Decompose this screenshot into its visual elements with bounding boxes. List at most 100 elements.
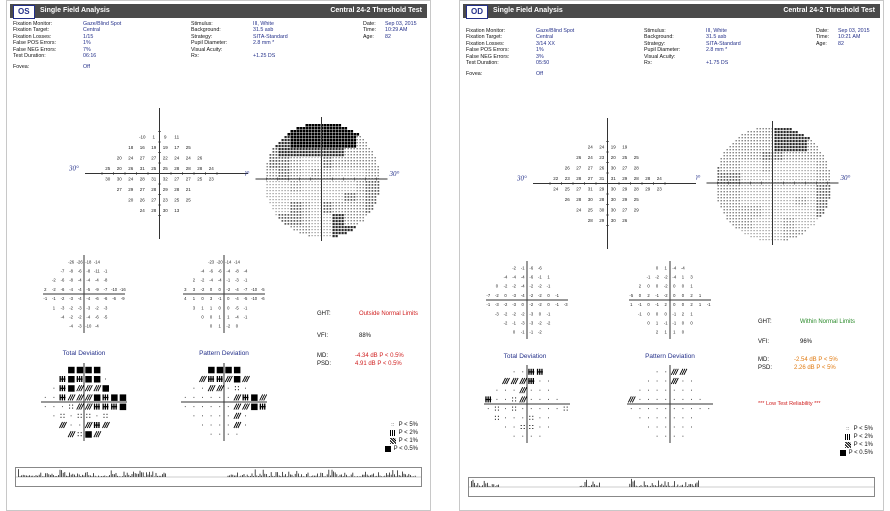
prob-symbol-normal — [193, 406, 195, 408]
gaze-bar — [477, 483, 479, 487]
gaze-bar — [317, 473, 318, 477]
grid-value: 0 — [547, 302, 550, 307]
total-deviation-probability — [41, 363, 127, 441]
legend-label: P < 0.5% — [848, 450, 873, 456]
grid-value: 30 — [611, 207, 617, 212]
grid-value: 30 — [611, 218, 617, 223]
prob-symbol-normal — [505, 426, 506, 428]
histogram-strip — [15, 467, 422, 487]
grid-value: 28 — [588, 218, 594, 223]
gaze-bar — [230, 474, 232, 477]
gaze-bar — [18, 469, 19, 477]
prob-symbol-normal — [639, 417, 641, 419]
prob-symbol-normal — [219, 406, 221, 408]
prob-symbol-normal — [648, 426, 649, 428]
grid-value: -6 — [538, 265, 542, 270]
info-value: 06:16 — [83, 53, 97, 59]
gaze-bar — [666, 485, 667, 487]
grid-value: -2 — [512, 311, 516, 316]
legend-row: :: P < 5% — [385, 421, 418, 429]
prob-symbol-normal — [539, 398, 541, 400]
prob-symbol-normal — [193, 396, 195, 398]
grid-value: -4 — [78, 296, 82, 301]
grid-value: 0 — [656, 284, 659, 289]
prob-symbol-normal — [648, 389, 649, 391]
gaze-bar — [283, 475, 285, 477]
pattern-deviation-probability — [627, 365, 713, 443]
gaze-bar — [163, 472, 165, 477]
prob-symbol-p5 — [520, 425, 525, 429]
legend-row: P < 0.5% — [839, 449, 873, 457]
grid-value: -2 — [52, 287, 56, 292]
info-label: Time: — [363, 27, 377, 34]
gaze-bar — [659, 485, 661, 487]
grid-value: -2 — [495, 293, 499, 298]
gaze-bar — [138, 473, 139, 477]
gaze-bar — [387, 474, 389, 477]
gaze-bar — [72, 473, 74, 477]
gaze-bar — [110, 470, 112, 477]
grid-value: -2 — [655, 274, 659, 279]
grid-value: 23 — [565, 176, 571, 181]
grid-value: -7 — [244, 287, 248, 292]
grid-value: -6 — [529, 265, 533, 270]
gaze-bar — [674, 481, 675, 487]
grid-value: -2 — [69, 305, 73, 310]
prob-symbol-normal — [210, 424, 212, 426]
gaze-bar — [66, 475, 67, 477]
legend-symbol-icon — [839, 450, 846, 456]
grid-value: -4 — [226, 268, 230, 273]
gaze-bar — [322, 472, 323, 477]
prob-symbol-normal — [630, 408, 632, 410]
prob-symbol-normal — [210, 415, 212, 417]
grid-value: 3 — [690, 274, 693, 279]
info-label: Fixation Losses: — [13, 33, 52, 40]
grid-value: -1 — [218, 296, 222, 301]
prob-symbol-normal — [539, 408, 541, 410]
gaze-bar — [677, 484, 679, 487]
grid-value: 27 — [140, 187, 146, 192]
prob-symbol-normal — [656, 417, 658, 419]
prob-symbol-p1 — [208, 376, 215, 382]
grid-value: -9 — [121, 296, 125, 301]
grid-value: -5 — [86, 287, 90, 292]
gaze-bar — [651, 483, 653, 487]
gaze-bar — [22, 474, 24, 477]
prob-symbol-normal — [699, 398, 701, 400]
grid-value: 30 — [588, 197, 594, 202]
prob-symbol-normal — [96, 415, 98, 417]
gaze-bar — [115, 472, 117, 477]
prob-symbol-normal — [522, 435, 524, 437]
gaze-bar — [682, 484, 683, 487]
grid-value: -2 — [504, 284, 508, 289]
grid-value: -1 — [244, 314, 248, 319]
grid-value: 29 — [599, 218, 605, 223]
prob-symbol-p2 — [259, 394, 268, 401]
grid-value: -1 — [655, 293, 659, 298]
gaze-bar — [483, 480, 485, 487]
gaze-bar — [331, 469, 333, 477]
grid-value: 26 — [565, 165, 571, 170]
gaze-bar — [685, 482, 687, 487]
info-label: Rx: — [191, 53, 199, 59]
gaze-bar — [379, 475, 381, 477]
prob-symbol-normal — [70, 424, 72, 426]
grid-value: 27 — [576, 165, 582, 170]
gaze-bar — [267, 476, 269, 477]
gaze-bar — [679, 486, 680, 487]
grid-value: -2 — [226, 287, 230, 292]
prob-symbol-normal — [665, 380, 667, 382]
gaze-bar — [408, 473, 410, 477]
prob-symbol-normal — [656, 435, 658, 437]
grid-value: -4 — [512, 274, 516, 279]
gaze-bar — [643, 481, 645, 487]
grid-value: 0 — [227, 305, 230, 310]
gaze-bar — [471, 481, 472, 487]
gaze-bar — [581, 485, 583, 487]
gaze-bar — [320, 472, 322, 477]
legend-row: P < 1% — [385, 437, 418, 445]
prob-symbol-p05 — [208, 366, 215, 374]
grid-value: 25 — [163, 166, 169, 171]
gaze-bar — [634, 480, 635, 487]
gaze-bar — [597, 485, 599, 487]
